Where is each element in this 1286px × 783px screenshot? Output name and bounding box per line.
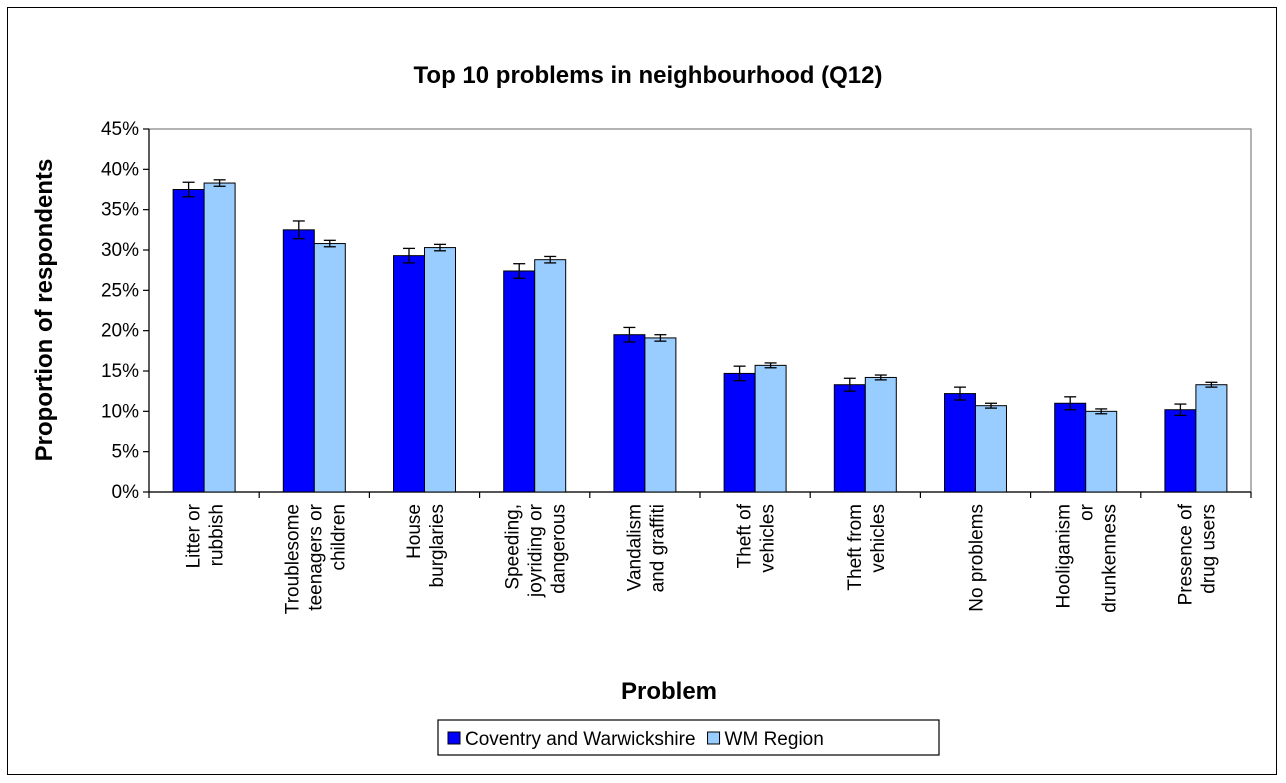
category-label: or	[1077, 503, 1098, 521]
category-label: children	[328, 504, 349, 571]
bar-wm-region	[313, 243, 346, 493]
category-label: drunkenness	[1100, 504, 1121, 613]
category-label: Litter or	[184, 503, 205, 568]
bar-wm-region	[1085, 410, 1118, 493]
bar-wm-region	[644, 337, 677, 493]
bar-wm-region	[534, 259, 567, 493]
category-label: Theft from	[845, 504, 866, 591]
legend-label: WM Region	[725, 729, 824, 750]
category-label: House	[404, 504, 425, 559]
chart-frame: Top 10 problems in neighbourhood (Q12) 0…	[7, 7, 1277, 775]
category-label: Hooliganism	[1054, 504, 1075, 609]
y-tick-label: 0%	[112, 482, 140, 503]
bar-wm-region	[754, 364, 787, 493]
bar-coventry	[833, 384, 866, 493]
category-label: burglaries	[427, 504, 448, 587]
bar-wm-region	[864, 376, 897, 493]
category-label: No problems	[967, 504, 988, 612]
chart-title: Top 10 problems in neighbourhood (Q12)	[414, 62, 883, 89]
category-label: vehicles	[758, 504, 779, 573]
legend-swatch	[707, 731, 721, 745]
y-axis-title: Proportion of respondents	[31, 159, 58, 462]
bar-coventry	[723, 372, 756, 493]
legend-swatch	[447, 731, 461, 745]
chart: Top 10 problems in neighbourhood (Q12) 0…	[31, 62, 1252, 756]
category-label: dangerous	[549, 504, 570, 594]
category-label: Theft of	[735, 503, 756, 568]
bar-coventry	[282, 229, 315, 493]
y-tick-label: 25%	[101, 280, 139, 301]
y-tick-label: 45%	[101, 119, 139, 140]
category-label: Speeding,	[503, 504, 524, 590]
category-label: Presence of	[1175, 503, 1196, 605]
category-label: joyriding or	[526, 503, 547, 598]
y-tick-label: 20%	[101, 321, 139, 342]
bar-coventry	[172, 189, 205, 493]
bar-coventry	[393, 255, 425, 493]
bar-wm-region	[424, 247, 456, 493]
legend-label: Coventry and Warwickshire	[465, 729, 696, 750]
category-label: and graffiti	[647, 504, 668, 592]
bar-wm-region	[1195, 384, 1228, 493]
y-tick-label: 30%	[101, 240, 139, 261]
bar-wm-region	[203, 182, 236, 493]
y-tick-label: 35%	[101, 200, 139, 221]
y-tick-label: 15%	[101, 361, 139, 382]
category-label: vehicles	[868, 504, 889, 573]
category-label: teenagers or	[305, 503, 326, 610]
bar-wm-region	[975, 405, 1007, 493]
y-tick-label: 5%	[112, 442, 140, 463]
y-tick-label: 40%	[101, 159, 139, 180]
legend: Coventry and Warwickshire WM Region	[437, 719, 940, 756]
category-label: drug users	[1198, 504, 1219, 594]
category-label: Troublesome	[282, 504, 303, 614]
category-label: Vandalism	[624, 504, 645, 591]
category-label: rubbish	[207, 504, 228, 566]
bar-coventry	[1054, 402, 1087, 493]
legend-box	[437, 719, 940, 756]
plot-area: 0% 5% 10% 15% 20% 25% 30% 35% 40% 45% Litter or rub…	[101, 119, 1252, 614]
bar-coventry	[613, 334, 646, 493]
bar-coventry	[944, 393, 976, 493]
x-axis-title: Problem	[621, 678, 717, 705]
y-tick-label: 10%	[101, 401, 139, 422]
bar-coventry	[1164, 409, 1197, 493]
bar-coventry	[503, 270, 536, 493]
